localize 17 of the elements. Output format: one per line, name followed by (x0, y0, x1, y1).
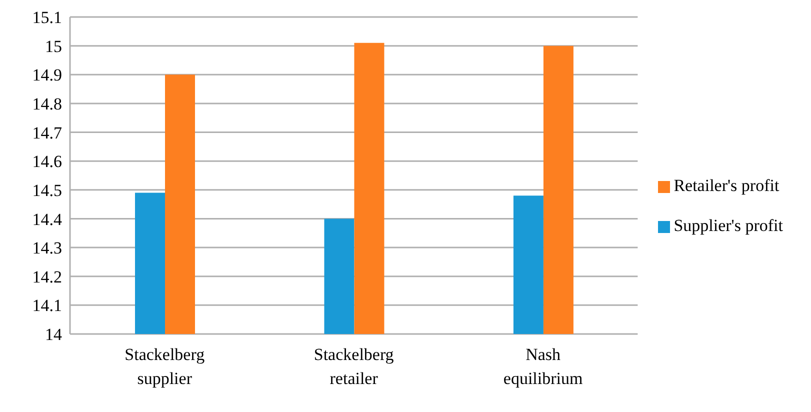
y-tick-label: 15.1 (32, 8, 62, 28)
y-tick-label: 14.7 (32, 123, 62, 142)
y-tick-label: 14.6 (32, 152, 62, 172)
y-tick-label: 14.3 (32, 238, 62, 258)
y-tick-label: 14.5 (32, 180, 62, 200)
x-tick-label: Stackelberg supplier (124, 345, 206, 388)
y-tick-label: 14.4 (32, 210, 62, 229)
y-tick-label: 14.9 (32, 66, 62, 85)
x-tick-label: Nash equilibrium (503, 345, 583, 388)
x-tick-label: Stackelberg retailer (314, 345, 394, 388)
y-tick-label: 14.2 (32, 267, 62, 286)
y-tick-label: 14.1 (32, 296, 62, 316)
y-tick-label: 15 (45, 36, 62, 56)
legend-label: Retailer's profit (674, 176, 780, 195)
y-tick-label: 14.8 (32, 94, 62, 114)
legend-label: Supplier's profit (674, 216, 783, 235)
y-tick-label: 14 (45, 325, 62, 344)
